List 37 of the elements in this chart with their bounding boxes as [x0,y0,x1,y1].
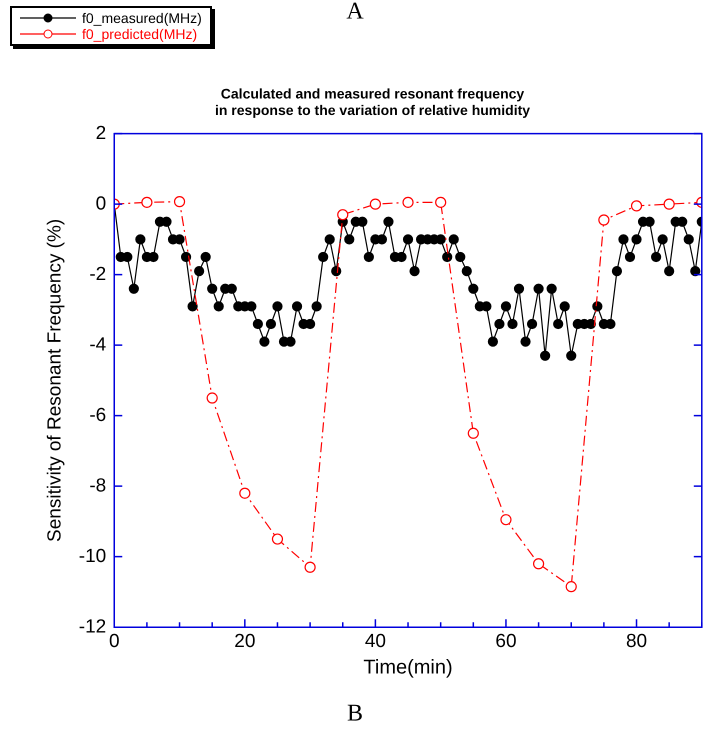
x-tick-label: 0 [108,630,120,652]
y-tick-label: -10 [78,546,106,567]
point [370,198,381,210]
text: B [346,700,364,726]
point [141,196,152,208]
point [272,533,284,545]
legend-label: f0_predicted(MHz) [82,26,198,42]
chart-title: Calculated and measured resonant frequency in response to the variation of relative humidity [214,85,530,118]
point [664,198,675,210]
x-tick-label: 80 [626,630,648,652]
x-tick-label: 40 [364,630,386,652]
y-tick-label: -2 [89,264,106,285]
point [402,196,414,208]
point [304,562,316,573]
y-tick-label: -8 [89,475,106,496]
y-tick-label: 0 [96,193,106,214]
y-tick-label: -6 [89,404,106,426]
point [566,581,577,592]
x-tick-label: 60 [495,630,517,652]
x-axis-title: Time(min) [363,656,453,679]
y-tick-label: 2 [96,122,106,144]
point [468,428,479,439]
point [435,196,446,208]
point [500,514,512,526]
y-tick-label: -12 [78,616,106,638]
point [337,209,348,220]
y-tick-label: -4 [89,334,107,356]
point [239,488,250,499]
text: A [346,0,364,24]
legend-label: f0_measured(MHz) [82,10,202,26]
y-axis-title: Sensitivity of Resonant Frequency (%) [44,218,66,542]
point [174,196,186,208]
x-tick-label: 20 [234,630,256,652]
point [206,392,218,404]
point [598,214,610,226]
point [532,558,544,570]
point [630,200,642,212]
